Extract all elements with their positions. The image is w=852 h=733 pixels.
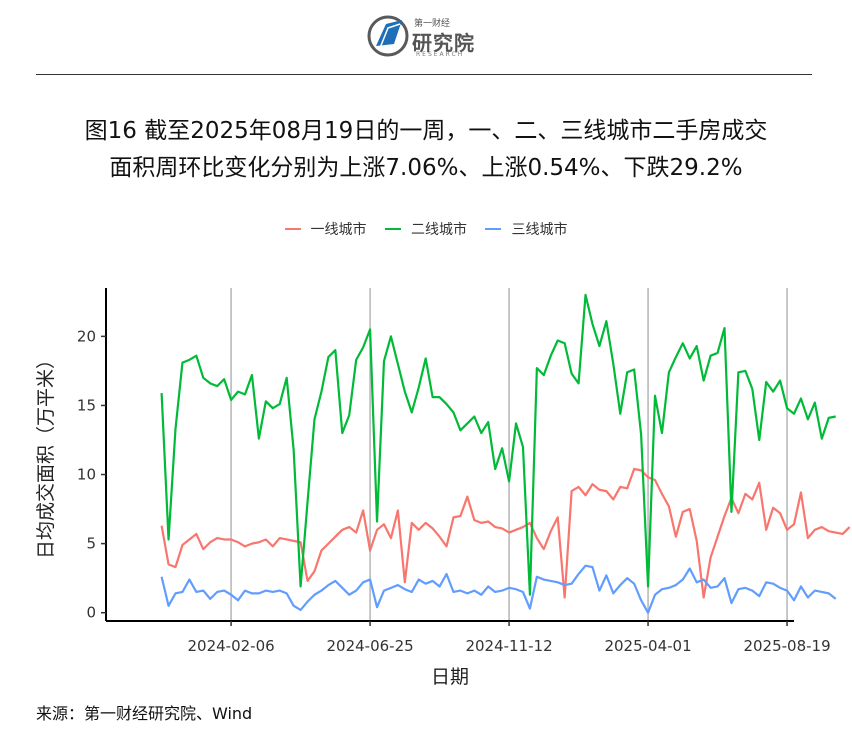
y-axis-title: 日均成交面积（万平米） (35, 350, 57, 559)
y-tick-label-3: 15 (77, 396, 96, 414)
legend-label-tier2: 二线城市 (411, 222, 467, 238)
logo-sub-text: RESEARCH (416, 51, 465, 58)
logo: 第一财经 研究院 RESEARCH (366, 10, 486, 62)
x-tick-label-3: 2025-04-01 (604, 637, 691, 655)
source-note: 来源：第一财经研究院、Wind (36, 704, 253, 723)
header-divider (36, 74, 812, 75)
series-line-2 (160, 293, 836, 596)
x-tick-label-0: 2024-02-06 (187, 637, 274, 655)
logo-emblem-icon (367, 15, 409, 57)
chart-title-line2: 面积周环比变化分别为上涨7.06%、上涨0.54%、下跌29.2% (109, 155, 743, 181)
series-line-1 (160, 467, 851, 599)
series-line-3 (160, 564, 837, 614)
y-tick-label-1: 5 (86, 535, 96, 553)
chart-title-line1: 图16 截至2025年08月19日的一周，一、二、三线城市二手房成交 (84, 118, 768, 144)
y-tick-label-0: 0 (86, 604, 96, 622)
logo-small-text: 第一财经 (414, 19, 451, 29)
x-tick-label-2: 2024-11-12 (465, 637, 552, 655)
legend-swatch-tier1 (284, 228, 301, 230)
legend-label-tier3: 三线城市 (511, 222, 568, 238)
chart-legend: 一线城市 二线城市 三线城市 (0, 218, 852, 239)
chart-title: 图16 截至2025年08月19日的一周，一、二、三线城市二手房成交 面积周环比… (0, 113, 852, 187)
legend-item-tier1: 一线城市 (284, 219, 367, 239)
legend-swatch-tier2 (385, 228, 401, 230)
legend-item-tier2: 二线城市 (385, 219, 467, 239)
legend-label-tier1: 一线城市 (310, 222, 367, 238)
x-tick-label-4: 2025-08-19 (743, 637, 830, 655)
y-tick-label-2: 10 (77, 466, 96, 484)
logo-main-text: 研究院 (412, 31, 475, 55)
legend-swatch-tier3 (485, 228, 502, 230)
y-tick-label-4: 20 (77, 327, 96, 345)
x-tick-label-1: 2024-06-25 (326, 637, 413, 655)
legend-item-tier3: 三线城市 (485, 219, 567, 239)
x-axis-title: 日期 (431, 666, 469, 688)
